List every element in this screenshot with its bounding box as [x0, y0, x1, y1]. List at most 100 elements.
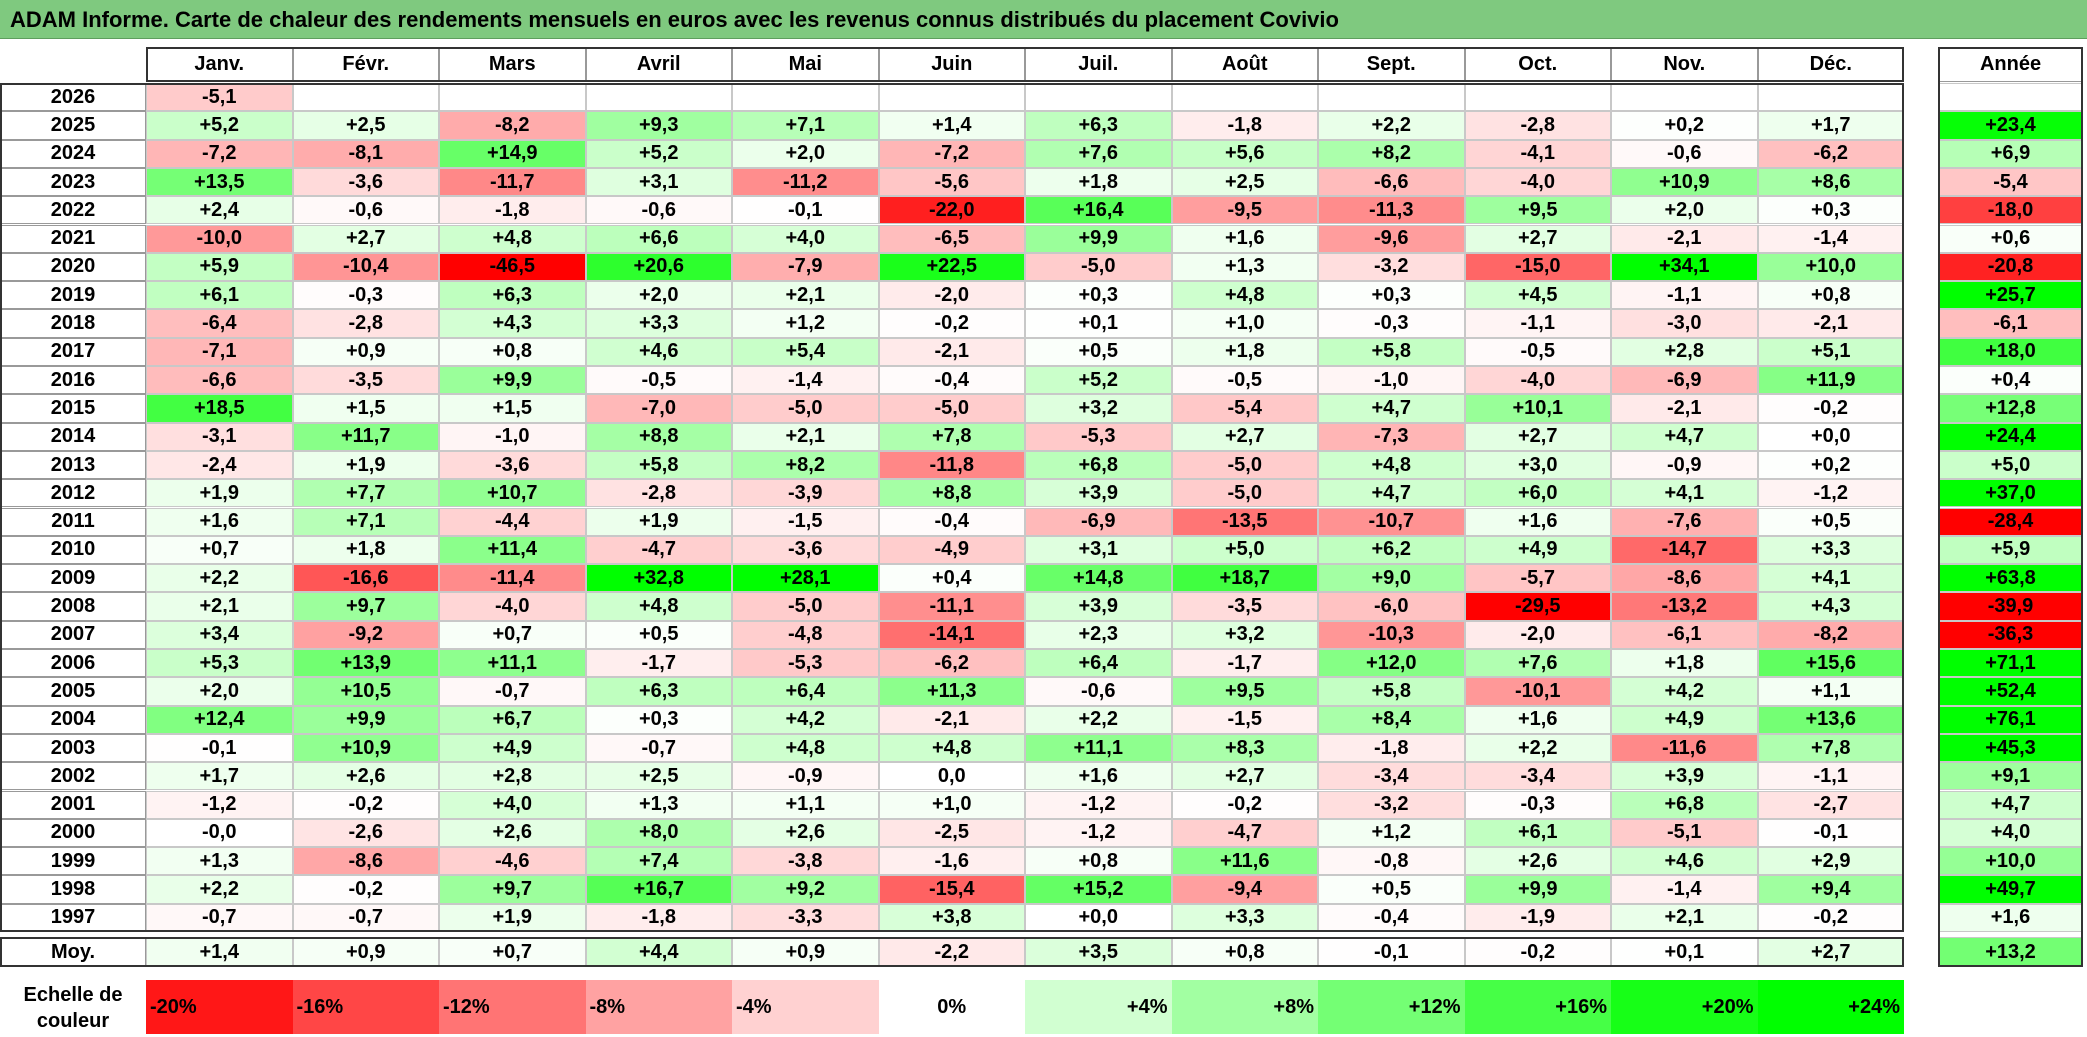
heatmap-cell: -0,7	[146, 903, 293, 932]
heatmap-cell: +4,8	[1318, 450, 1465, 480]
heatmap-cell: -0,6	[292, 196, 439, 225]
heatmap-cell: +4,0	[732, 224, 879, 253]
annual-cell: +24,4	[1938, 422, 2083, 451]
heatmap-cell: +5,3	[146, 649, 293, 678]
heatmap-cell: +1,8	[1025, 167, 1172, 197]
heatmap-cell: -3,6	[439, 450, 586, 480]
heatmap-cell	[878, 83, 1025, 112]
month-header: Janv.	[146, 47, 293, 82]
month-header: Juil.	[1025, 47, 1172, 82]
heatmap-cell: +1,9	[585, 507, 732, 536]
heatmap-cell: +3,1	[1025, 535, 1172, 565]
heatmap-cell: +4,8	[439, 224, 586, 253]
heatmap-cell: -1,5	[1171, 705, 1318, 734]
average-cell: +0,9	[292, 937, 439, 967]
heatmap-cell: -2,8	[292, 309, 439, 338]
heatmap-cell	[1464, 83, 1611, 112]
average-cell: -0,1	[1318, 937, 1465, 967]
year-label: 2000	[0, 818, 146, 848]
heatmap-cell: -1,0	[439, 422, 586, 451]
heatmap-cell: +1,6	[1171, 224, 1318, 253]
heatmap-cell: -8,2	[439, 111, 586, 140]
average-cell: +3,5	[1025, 937, 1172, 967]
heatmap-cell: +8,8	[878, 479, 1025, 508]
heatmap-cell: +2,0	[585, 281, 732, 310]
heatmap-cell: +5,2	[585, 139, 732, 168]
heatmap-cell: -0,7	[292, 903, 439, 932]
heatmap-cell: -1,4	[1611, 875, 1758, 904]
annual-cell: -6,1	[1938, 309, 2083, 338]
heatmap-cell	[585, 83, 732, 112]
heatmap-cell: -2,1	[1611, 224, 1758, 253]
heatmap-cell: +9,0	[1318, 564, 1465, 593]
heatmap-cell: -0,2	[292, 790, 439, 819]
heatmap-cell: -0,6	[585, 196, 732, 225]
heatmap-cell: +2,2	[146, 875, 293, 904]
month-header: Nov.	[1611, 47, 1758, 82]
heatmap-cell: +2,6	[292, 762, 439, 791]
heatmap-cell: -6,0	[1318, 592, 1465, 621]
average-cell: +0,7	[439, 937, 586, 967]
heatmap-cell: +0,5	[585, 620, 732, 649]
color-scale-swatch: +4%	[1025, 980, 1172, 1034]
year-label: 2019	[0, 281, 146, 310]
heatmap-cell: +7,6	[1025, 139, 1172, 168]
heatmap-cell: -14,1	[878, 620, 1025, 649]
heatmap-cell: +5,4	[732, 337, 879, 366]
annual-cell: +6,9	[1938, 139, 2083, 168]
heatmap-cell: +6,8	[1611, 790, 1758, 819]
heatmap-cell: -8,6	[1611, 564, 1758, 593]
annual-cell: -39,9	[1938, 592, 2083, 621]
heatmap-cell: +1,9	[439, 903, 586, 932]
heatmap-cell: +2,1	[1611, 903, 1758, 932]
heatmap-cell: +11,4	[439, 535, 586, 565]
heatmap-cell: +1,5	[292, 394, 439, 423]
heatmap-cell: +9,2	[732, 875, 879, 904]
heatmap-cell: +2,7	[1464, 422, 1611, 451]
heatmap-cell: +15,2	[1025, 875, 1172, 904]
heatmap-cell: -0,9	[732, 762, 879, 791]
heatmap-cell: -1,9	[1464, 903, 1611, 932]
heatmap-cell: -1,2	[1757, 479, 1904, 508]
heatmap-cell: -7,0	[585, 394, 732, 423]
heatmap-cell: -11,1	[878, 592, 1025, 621]
heatmap-cell: -2,0	[878, 281, 1025, 310]
heatmap-cell: +0,3	[1025, 281, 1172, 310]
color-scale-swatch: -4%	[732, 980, 879, 1034]
heatmap-cell: +2,7	[292, 224, 439, 253]
heatmap-cell	[1611, 83, 1758, 112]
heatmap-cell: +11,6	[1171, 847, 1318, 876]
heatmap-cell: +2,1	[732, 422, 879, 451]
heatmap-cell: +1,8	[1611, 649, 1758, 678]
heatmap-cell: +7,8	[1757, 733, 1904, 763]
heatmap-cell: -3,5	[1171, 592, 1318, 621]
month-header: Févr.	[292, 47, 439, 82]
heatmap-cell: -4,4	[439, 507, 586, 536]
heatmap-cell: +0,8	[439, 337, 586, 366]
heatmap-cell: +12,0	[1318, 649, 1465, 678]
heatmap-cell: +2,5	[585, 762, 732, 791]
heatmap-cell: -6,6	[1318, 167, 1465, 197]
year-label: 2009	[0, 564, 146, 593]
heatmap-cell: -10,1	[1464, 677, 1611, 706]
year-label: 2018	[0, 309, 146, 338]
heatmap-cell: +3,0	[1464, 450, 1611, 480]
annual-cell: +18,0	[1938, 337, 2083, 366]
heatmap-cell: -4,0	[1464, 167, 1611, 197]
heatmap-cell: +1,8	[292, 535, 439, 565]
year-label: 2022	[0, 196, 146, 225]
color-scale-swatch: +20%	[1611, 980, 1758, 1034]
heatmap-cell: +2,6	[439, 818, 586, 848]
heatmap-cell: -0,2	[1171, 790, 1318, 819]
heatmap-cell: -0,7	[585, 733, 732, 763]
heatmap-cell: -11,7	[439, 167, 586, 197]
heatmap-cell: +34,1	[1611, 252, 1758, 282]
heatmap-cell: +6,4	[1025, 649, 1172, 678]
heatmap-cell: +1,2	[1318, 818, 1465, 848]
year-label: 1999	[0, 847, 146, 876]
heatmap-cell: -1,2	[1025, 818, 1172, 848]
year-label: 2001	[0, 790, 146, 819]
heatmap-cell: -10,4	[292, 252, 439, 282]
heatmap-cell: -1,8	[1318, 733, 1465, 763]
heatmap-cell: +1,3	[1171, 252, 1318, 282]
